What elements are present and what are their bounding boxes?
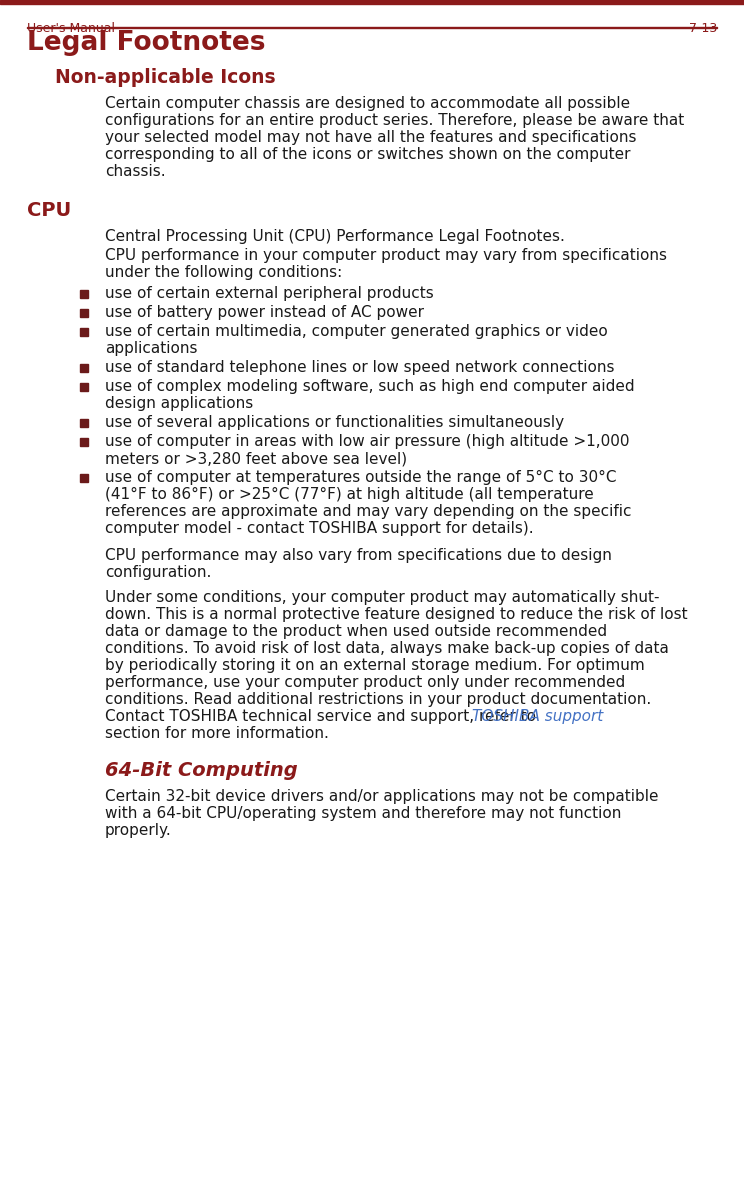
Text: use of certain external peripheral products: use of certain external peripheral produ… [105,286,434,301]
Text: corresponding to all of the icons or switches shown on the computer: corresponding to all of the icons or swi… [105,147,630,162]
Bar [80,383,88,391]
Text: Contact TOSHIBA technical service and support, refer to: Contact TOSHIBA technical service and su… [105,709,541,724]
Text: computer model - contact TOSHIBA support for details).: computer model - contact TOSHIBA support… [105,521,533,536]
Bar [80,290,88,298]
Text: applications: applications [105,341,197,356]
Bar [80,328,88,336]
Text: Central Processing Unit (CPU) Performance Legal Footnotes.: Central Processing Unit (CPU) Performanc… [105,229,565,244]
Text: down. This is a normal protective feature designed to reduce the risk of lost: down. This is a normal protective featur… [105,607,687,623]
Text: by periodically storing it on an external storage medium. For optimum: by periodically storing it on an externa… [105,658,645,673]
Text: User's Manual: User's Manual [27,22,115,35]
Bar [0,0,744,4]
Text: Certain 32-bit device drivers and/or applications may not be compatible: Certain 32-bit device drivers and/or app… [105,789,658,804]
Text: use of certain multimedia, computer generated graphics or video: use of certain multimedia, computer gene… [105,324,608,340]
Bar [80,364,88,373]
Text: 7-13: 7-13 [689,22,717,35]
Bar [80,419,88,427]
Bar [27,26,717,28]
Text: use of standard telephone lines or low speed network connections: use of standard telephone lines or low s… [105,360,615,375]
Text: Under some conditions, your computer product may automatically shut-: Under some conditions, your computer pro… [105,590,659,605]
Text: configuration.: configuration. [105,565,211,580]
Text: CPU: CPU [27,200,71,220]
Text: conditions. Read additional restrictions in your product documentation.: conditions. Read additional restrictions… [105,692,651,707]
Text: your selected model may not have all the features and specifications: your selected model may not have all the… [105,130,637,145]
Text: with a 64-bit CPU/operating system and therefore may not function: with a 64-bit CPU/operating system and t… [105,806,621,821]
Text: use of computer at temperatures outside the range of 5°C to 30°C: use of computer at temperatures outside … [105,470,617,485]
Text: performance, use your computer product only under recommended: performance, use your computer product o… [105,676,625,690]
Text: meters or >3,280 feet above sea level): meters or >3,280 feet above sea level) [105,452,407,466]
Text: use of complex modeling software, such as high end computer aided: use of complex modeling software, such a… [105,378,635,394]
Text: design applications: design applications [105,396,253,411]
Bar [80,439,88,446]
Bar [80,474,88,482]
Text: TOSHIBA support: TOSHIBA support [472,709,603,724]
Text: CPU performance may also vary from specifications due to design: CPU performance may also vary from speci… [105,548,612,564]
Text: conditions. To avoid risk of lost data, always make back-up copies of data: conditions. To avoid risk of lost data, … [105,641,669,656]
Text: 64-Bit Computing: 64-Bit Computing [105,760,298,780]
Text: Non-applicable Icons: Non-applicable Icons [55,68,275,87]
Text: use of several applications or functionalities simultaneously: use of several applications or functiona… [105,415,564,430]
Text: use of computer in areas with low air pressure (high altitude >1,000: use of computer in areas with low air pr… [105,434,629,449]
Text: properly.: properly. [105,823,172,838]
Text: Legal Footnotes: Legal Footnotes [27,29,266,55]
Text: chassis.: chassis. [105,164,166,179]
Bar [80,309,88,317]
Text: use of battery power instead of AC power: use of battery power instead of AC power [105,305,424,320]
Text: configurations for an entire product series. Therefore, please be aware that: configurations for an entire product ser… [105,113,684,129]
Text: (41°F to 86°F) or >25°C (77°F) at high altitude (all temperature: (41°F to 86°F) or >25°C (77°F) at high a… [105,487,594,502]
Text: CPU performance in your computer product may vary from specifications: CPU performance in your computer product… [105,248,667,263]
Text: Certain computer chassis are designed to accommodate all possible: Certain computer chassis are designed to… [105,95,630,111]
Text: data or damage to the product when used outside recommended: data or damage to the product when used … [105,624,607,639]
Text: under the following conditions:: under the following conditions: [105,265,342,279]
Text: references are approximate and may vary depending on the specific: references are approximate and may vary … [105,503,632,519]
Text: section for more information.: section for more information. [105,726,329,740]
